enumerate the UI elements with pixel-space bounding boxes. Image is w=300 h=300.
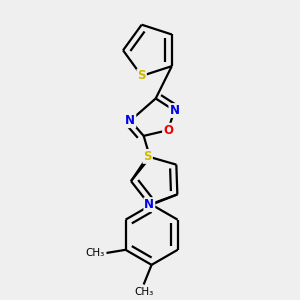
Text: N: N [169,104,179,117]
Text: N: N [144,198,154,211]
Text: S: S [137,69,146,82]
Text: O: O [163,124,173,137]
Text: N: N [125,114,135,127]
Text: CH₃: CH₃ [134,287,153,297]
Text: S: S [143,150,152,163]
Text: CH₃: CH₃ [86,248,105,258]
